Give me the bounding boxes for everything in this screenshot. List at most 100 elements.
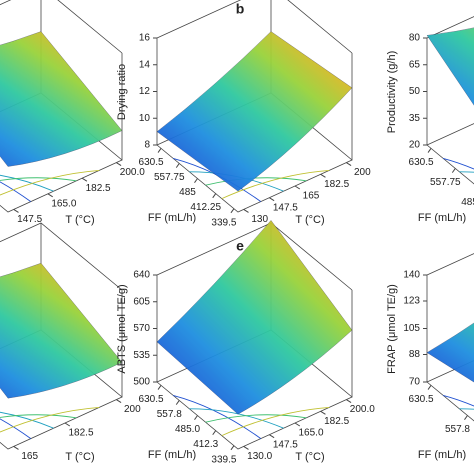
- x-tick-mark: [464, 415, 468, 420]
- x-tick-mark: [427, 385, 432, 390]
- z-tick-label: 80: [409, 33, 421, 44]
- y-axis-label: T (°C): [295, 214, 324, 226]
- floor: [426, 123, 474, 185]
- box-edge: [426, 16, 474, 39]
- y-tick-mark: [64, 422, 71, 427]
- y-tick-mark: [269, 434, 275, 439]
- z-tick-label: 14: [139, 59, 151, 70]
- z-tick-label: 65: [409, 59, 421, 70]
- y-tick-label: 147.5: [273, 202, 298, 213]
- z-tick-label: 640: [133, 270, 150, 281]
- x-tick-mark: [212, 193, 217, 199]
- z-axis-label: ABTS (μmol TE/g): [116, 284, 128, 373]
- x-tick-label: 412.25: [190, 202, 221, 213]
- y-tick-mark: [13, 445, 19, 450]
- z-tick-label: 70: [409, 377, 421, 388]
- x-axis-label: FF (mL/h): [418, 212, 466, 224]
- box-edge: [0, 222, 123, 291]
- x-axis-label: FF (mL/h): [148, 449, 196, 461]
- contour: [0, 181, 32, 202]
- contour: [459, 171, 474, 173]
- z-axis-label: FRAP (μmol TE/g): [386, 284, 398, 374]
- y-tick-label: 165: [21, 451, 38, 462]
- y-tick-label: 182.5: [68, 428, 93, 439]
- y-tick-mark: [243, 208, 249, 213]
- y-tick-label: 130: [251, 214, 268, 225]
- y-tick-mark: [320, 410, 326, 415]
- surface: [426, 322, 474, 383]
- y-tick-label: 165.0: [298, 428, 323, 439]
- z-axis-label: Drying ratio: [116, 64, 128, 120]
- y-axis-label: T (°C): [65, 451, 94, 463]
- y-tick-label: 147.5: [273, 439, 298, 450]
- y-tick-mark: [346, 399, 352, 404]
- contour: [189, 408, 284, 429]
- z-tick-label: 20: [409, 140, 421, 151]
- y-tick-mark: [47, 193, 53, 198]
- x-tick-mark: [175, 163, 180, 168]
- y-tick-label: 182.5: [324, 416, 349, 427]
- panel: b 8 10 12 14 16 Drying ratio 630.5 557.75 485 412.…: [116, 0, 371, 228]
- box-edge: [156, 0, 353, 54]
- z-tick-label: 535: [133, 350, 150, 361]
- y-tick-label: 182.5: [86, 183, 111, 194]
- z-tick-label: 88: [409, 349, 421, 360]
- y-tick-mark: [294, 185, 301, 190]
- y-tick-mark: [116, 399, 122, 404]
- y-tick-label: 165: [303, 191, 320, 202]
- y-tick-label: 182.5: [324, 179, 349, 190]
- z-tick-label: 570: [133, 323, 150, 334]
- y-tick-label: 147.5: [17, 214, 42, 225]
- y-tick-label: 165.0: [51, 198, 76, 209]
- y-tick-label: 200.0: [350, 404, 375, 415]
- z-tick-label: 35: [409, 113, 421, 124]
- panel-title: e: [236, 238, 244, 254]
- contour: [0, 414, 77, 419]
- y-tick-mark: [294, 422, 301, 427]
- y-tick-label: 130.0: [247, 451, 272, 462]
- x-tick-mark: [175, 400, 180, 405]
- y-axis-label: T (°C): [65, 214, 94, 226]
- surface: [156, 220, 353, 415]
- z-tick-label: 605: [133, 296, 150, 307]
- x-tick-mark: [451, 168, 456, 173]
- contour: [0, 418, 32, 439]
- y-tick-label: 200: [354, 167, 371, 178]
- x-tick-label: 412.3: [193, 439, 218, 450]
- x-tick-mark: [194, 415, 198, 420]
- z-tick-label: 16: [139, 33, 151, 44]
- contour: [0, 406, 100, 433]
- panel: e 500 535 570 605 640 ABTS (μmol TE/g) 630.5 557…: [116, 220, 375, 465]
- y-tick-mark: [81, 177, 88, 182]
- contour: [221, 406, 330, 437]
- z-tick-label: 12: [139, 86, 151, 97]
- x-tick-mark: [194, 178, 198, 183]
- x-tick-label: 485: [461, 197, 474, 208]
- x-tick-mark: [230, 445, 235, 451]
- box-edge: [426, 253, 474, 276]
- panel: 165 182.5 200 T (°C): [0, 222, 141, 463]
- y-tick-mark: [116, 162, 122, 167]
- panel: 20 35 50 65 80 Productivity (g/h) 630.5 557.754…: [386, 16, 474, 224]
- z-tick-label: 140: [403, 270, 420, 281]
- z-tick-label: 500: [133, 377, 150, 388]
- x-tick-label: 485.0: [175, 424, 200, 435]
- y-tick-label: 200.0: [120, 167, 145, 178]
- y-tick-mark: [13, 208, 19, 213]
- contour: [443, 157, 474, 170]
- x-tick-label: 485: [179, 187, 196, 198]
- x-tick-label: 339.5: [211, 454, 236, 465]
- y-tick-mark: [346, 162, 352, 167]
- panel-title: b: [236, 1, 245, 17]
- y-tick-mark: [320, 173, 326, 178]
- contour: [443, 394, 474, 407]
- contour: [459, 408, 474, 410]
- z-tick-label: 105: [403, 323, 420, 334]
- panel: 147.5 165.0 182.5 200.0 T (°C): [0, 0, 145, 226]
- x-tick-label: 339.5: [211, 217, 236, 228]
- contour: [0, 411, 54, 429]
- contour: [0, 169, 100, 196]
- y-tick-mark: [269, 197, 275, 202]
- x-tick-label: 557.8: [445, 424, 470, 435]
